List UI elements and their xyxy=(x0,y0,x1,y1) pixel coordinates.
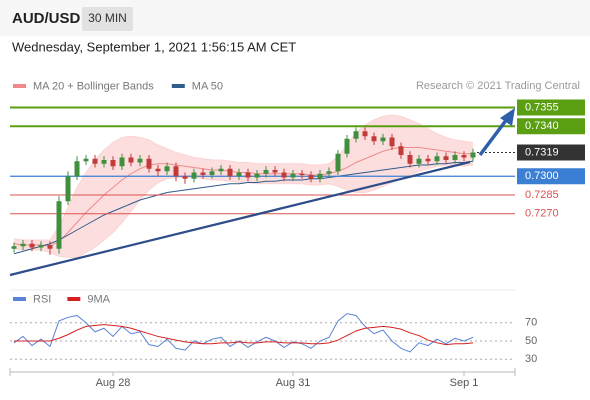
datetime: Wednesday, September 1, 2021 1:56:15 AM … xyxy=(12,39,296,54)
candle-body xyxy=(461,155,467,158)
candle-body xyxy=(434,156,440,162)
legend-swatch xyxy=(67,297,81,301)
legend-swatch xyxy=(13,297,26,301)
level-badge xyxy=(517,118,585,135)
timeframe: 30 MIN xyxy=(88,11,127,25)
candle-body xyxy=(236,172,242,177)
x-tick-label: Aug 31 xyxy=(276,377,311,389)
candle-body xyxy=(308,175,314,179)
x-tick-label: Aug 28 xyxy=(96,377,131,389)
candle-body xyxy=(20,243,26,247)
credit: Research © 2021 Trading Central xyxy=(416,80,580,92)
candle-body xyxy=(362,131,368,137)
candle-body xyxy=(425,158,431,162)
legend-label: 9MA xyxy=(87,293,110,305)
rsi-line xyxy=(14,324,474,346)
candle-body xyxy=(101,160,107,164)
candle-body xyxy=(218,168,224,172)
candle-body xyxy=(281,172,287,178)
level-label: 0.7300 xyxy=(525,170,559,182)
candle-body xyxy=(263,170,269,174)
candle-body xyxy=(299,173,305,175)
legend-label: MA 50 xyxy=(192,80,223,92)
candle-body xyxy=(353,131,359,139)
candle-body xyxy=(29,243,35,248)
candle-body xyxy=(65,176,71,202)
level-label: 0.7270 xyxy=(525,208,559,220)
candle-body xyxy=(326,171,332,174)
y-tick-label: 50 xyxy=(525,335,537,347)
legend-swatch xyxy=(13,84,26,88)
rsi-line xyxy=(13,313,474,353)
candle-body xyxy=(200,172,206,175)
candle-body xyxy=(254,173,260,178)
candle-body xyxy=(137,158,143,163)
level-badge xyxy=(517,99,585,116)
candle-body xyxy=(128,157,134,163)
candle-body xyxy=(443,156,449,160)
candle-body xyxy=(119,157,125,167)
legend-label: MA 20 + Bollinger Bands xyxy=(33,80,154,92)
candle-body xyxy=(173,166,179,177)
candle-body xyxy=(227,168,233,177)
level-label: 0.7319 xyxy=(525,146,559,158)
candle-body xyxy=(317,173,323,179)
candle-body xyxy=(164,166,170,172)
candle-body xyxy=(371,136,377,142)
candle-body xyxy=(335,153,341,172)
y-tick-label: 30 xyxy=(525,353,537,365)
candle-body xyxy=(38,245,44,248)
candle-body xyxy=(452,155,458,160)
candle-body xyxy=(416,158,422,164)
level-label: 0.7355 xyxy=(525,101,559,113)
candle-body xyxy=(83,158,89,162)
level-label: 0.7285 xyxy=(525,189,559,201)
y-tick-label: 70 xyxy=(525,317,537,329)
candle-body xyxy=(272,170,278,173)
candle-body xyxy=(92,158,98,164)
legend-label: RSI xyxy=(33,293,51,305)
candle-body xyxy=(344,138,350,154)
candle-body xyxy=(110,160,116,167)
candle-body xyxy=(407,155,413,164)
symbol: AUD/USD xyxy=(12,10,81,27)
x-tick-label: Sep 1 xyxy=(450,377,479,389)
level-badge xyxy=(517,168,585,185)
candle-body xyxy=(245,172,251,178)
candle-body xyxy=(182,176,188,179)
candle-body xyxy=(398,146,404,155)
rsi-panel: 70 50 30 xyxy=(10,313,537,365)
candle-body xyxy=(389,137,395,147)
forecast-arrow xyxy=(478,117,509,157)
timeframe-badge xyxy=(82,7,133,31)
candle-body xyxy=(47,245,53,249)
candle-body xyxy=(74,161,80,177)
forecast-arrow-head xyxy=(500,108,515,126)
candle-body xyxy=(380,137,386,142)
level-badge xyxy=(517,144,585,161)
candle-body xyxy=(290,173,296,178)
candle-body xyxy=(191,172,197,179)
candle-body xyxy=(209,171,215,175)
candle-body xyxy=(155,168,161,172)
candle-body xyxy=(11,246,17,249)
bollinger-upper xyxy=(13,114,474,241)
ma-line xyxy=(13,147,473,247)
level-label: 0.7340 xyxy=(525,120,559,132)
candle-body xyxy=(146,158,152,169)
candle-body xyxy=(470,152,476,158)
bollinger-band xyxy=(14,115,473,258)
legend-swatch xyxy=(171,84,185,88)
trend-line xyxy=(9,160,471,277)
candle-body xyxy=(56,201,62,249)
ma-line xyxy=(13,160,474,255)
